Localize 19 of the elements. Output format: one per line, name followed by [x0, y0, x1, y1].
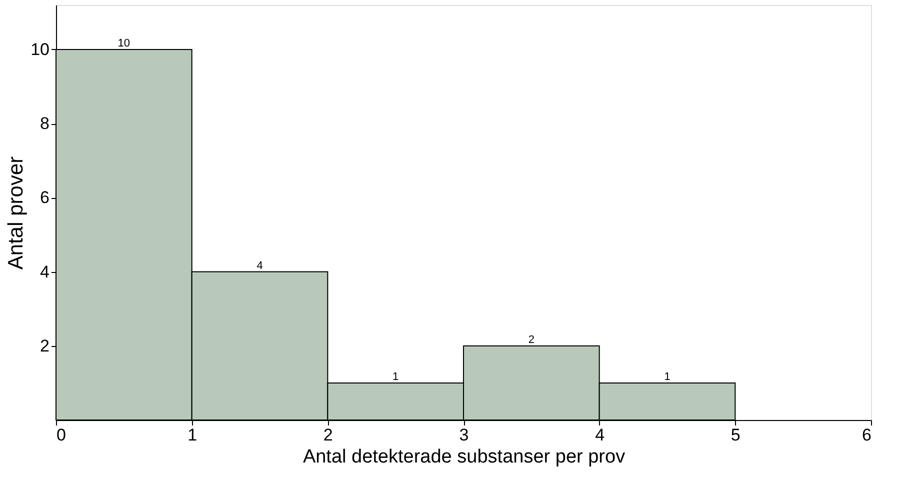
- x-tick-label: 0: [56, 426, 66, 444]
- x-tick-label: 2: [323, 426, 333, 444]
- y-tick-label: 6: [40, 188, 50, 208]
- data-label: 2: [528, 334, 534, 346]
- x-tick-label: 6: [862, 426, 872, 444]
- x-tick-label: 4: [595, 426, 605, 444]
- y-axis-title: Antal prover: [4, 156, 28, 270]
- data-label: 1: [392, 370, 399, 383]
- x-tick-label: 3: [459, 426, 469, 444]
- data-label: 1: [664, 370, 670, 383]
- y-tick-label: 10: [30, 40, 50, 59]
- x-tick-label: 1: [188, 426, 198, 444]
- y-tick-label: 2: [40, 336, 50, 356]
- y-tick-label: 4: [40, 262, 50, 282]
- data-label: 4: [256, 260, 263, 272]
- x-axis-title: Antal detekterade substanser per prov: [302, 446, 626, 468]
- y-tick-label: 8: [40, 114, 50, 134]
- x-tick-label: 5: [730, 426, 740, 444]
- data-label: 10: [118, 37, 130, 50]
